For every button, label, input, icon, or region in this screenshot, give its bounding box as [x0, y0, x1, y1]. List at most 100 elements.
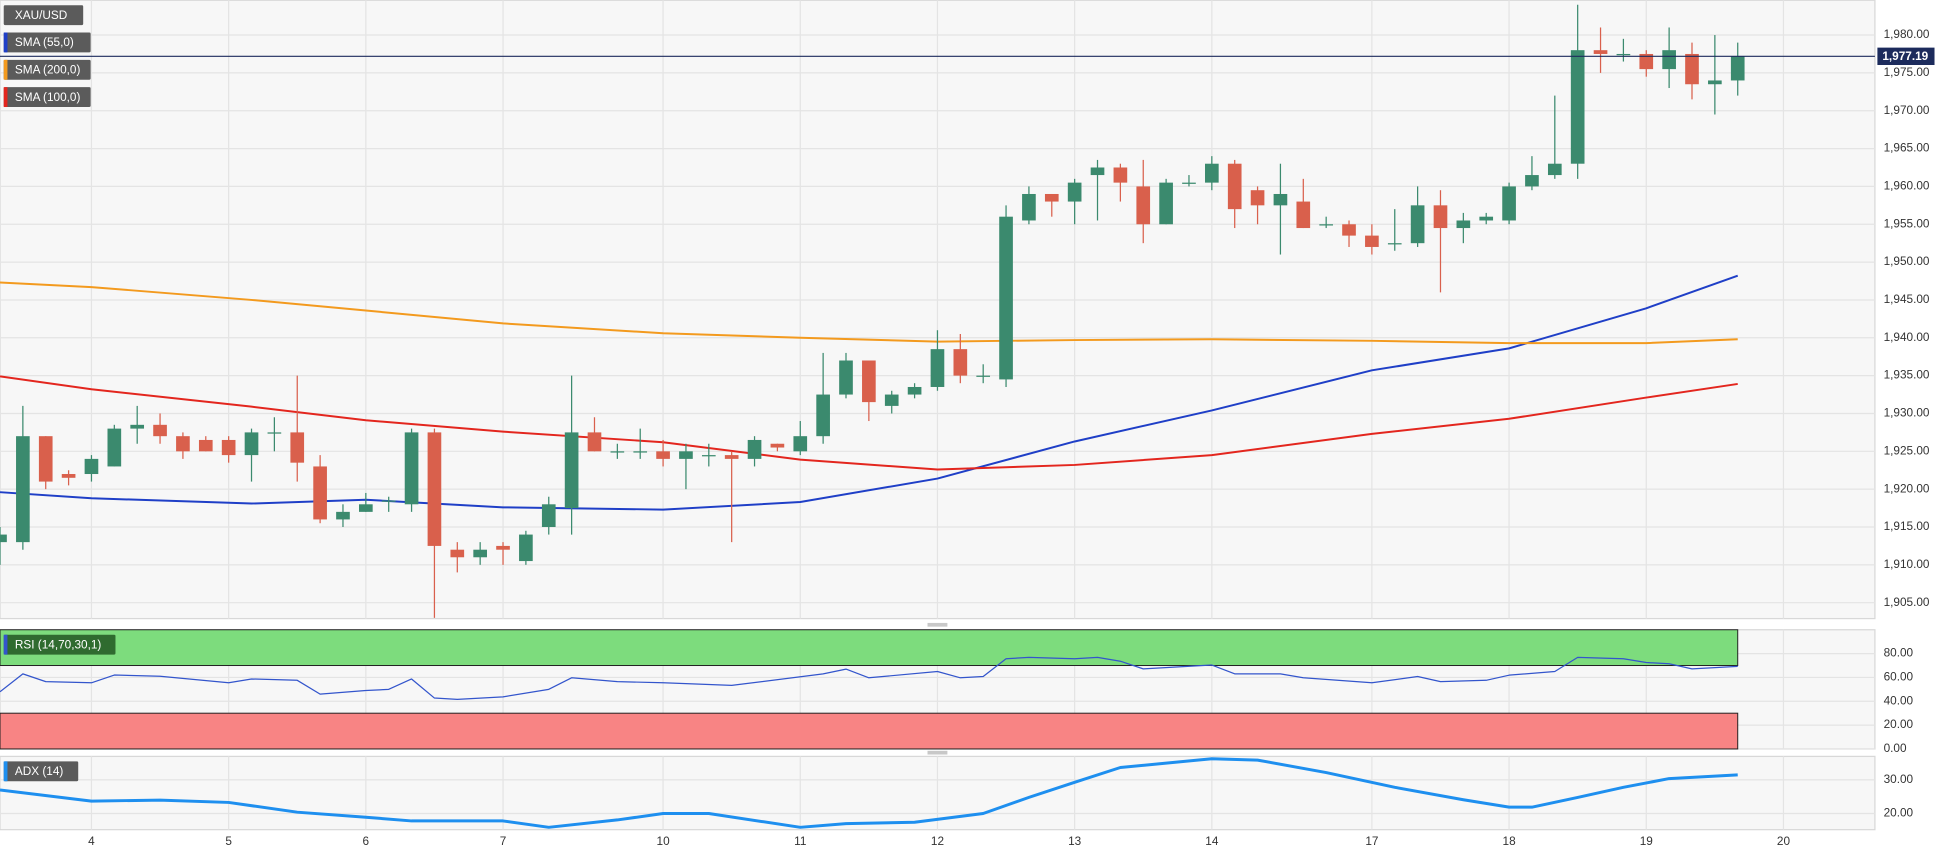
candle-body: [16, 436, 30, 543]
candle-body: [1547, 163, 1562, 176]
candle-body: [473, 549, 487, 558]
y-tick-label: 1,935.00: [1884, 369, 1930, 382]
candle-body: [724, 455, 739, 459]
candle-body: [1090, 167, 1105, 176]
y-tick-label: 1,930.00: [1884, 407, 1930, 420]
candle-body: [747, 439, 762, 459]
y-tick-label: 1,965.00: [1884, 142, 1930, 155]
x-tick-label: 4: [88, 835, 95, 848]
candle-body: [153, 424, 167, 437]
candle-body: [61, 474, 76, 478]
candle-body: [884, 394, 899, 406]
y-tick-label: 1,950.00: [1884, 255, 1930, 268]
candle-body: [1342, 224, 1356, 236]
candle-body: [1639, 53, 1654, 70]
y-tick-label: 1,945.00: [1884, 293, 1930, 306]
x-tick-label: 20: [1777, 835, 1791, 848]
candle-body: [1022, 193, 1036, 221]
legend-label: SMA (100,0): [15, 91, 81, 104]
legend-box: [3, 59, 91, 80]
candle-body: [496, 545, 510, 550]
candle-body: [84, 458, 99, 475]
candle-body: [107, 428, 122, 467]
candle-body: [770, 443, 785, 448]
x-tick-label: 11: [794, 835, 806, 848]
y-tick-label: 80.00: [1884, 647, 1914, 660]
candle-body: [427, 432, 442, 546]
y-tick-label: 1,915.00: [1884, 520, 1930, 533]
legend-swatch: [3, 32, 8, 53]
indicator-line: [0, 656, 1738, 700]
sma-line: [0, 281, 1738, 345]
legend-label: SMA (55,0): [15, 36, 74, 49]
x-tick-label: 18: [1503, 835, 1517, 848]
legend-box: [3, 761, 79, 782]
candle-body: [1159, 182, 1173, 225]
y-tick-label: 60.00: [1884, 671, 1914, 684]
candle-body: [816, 394, 830, 437]
candle-body: [244, 432, 259, 456]
candle-body: [198, 439, 213, 452]
candle-body: [793, 436, 808, 452]
y-tick-label: 40.00: [1884, 694, 1914, 707]
candle-body: [633, 451, 648, 453]
candle-body: [1456, 220, 1471, 229]
candle-body: [176, 436, 190, 452]
legend-swatch: [3, 59, 8, 80]
x-tick-label: 12: [931, 835, 944, 848]
candle-body: [0, 534, 7, 543]
panel-handle[interactable]: [927, 622, 948, 627]
candle-body: [519, 534, 533, 562]
candle-body: [1296, 201, 1311, 229]
y-tick-label: 30.00: [1884, 773, 1914, 786]
candle-body: [1525, 175, 1539, 187]
candle-body: [1570, 50, 1585, 164]
candle-body: [1205, 163, 1219, 183]
candle-body: [541, 504, 556, 527]
candle-body: [1685, 53, 1699, 85]
candle-body: [999, 216, 1013, 380]
candle-body: [1479, 216, 1494, 221]
sma-line: [0, 375, 1738, 471]
last-price-box: [1877, 47, 1935, 66]
rsi-band: [0, 712, 1739, 750]
candle-body: [930, 349, 945, 387]
candle-body: [907, 386, 922, 395]
x-tick-label: 13: [1068, 835, 1082, 848]
candle-body: [1273, 193, 1288, 206]
candle-body: [1182, 182, 1196, 184]
indicator-line: [0, 757, 1738, 829]
candle-body: [359, 504, 373, 512]
candle-body: [1387, 243, 1402, 245]
candle-body: [976, 375, 991, 377]
y-tick-label: 20.00: [1884, 718, 1914, 731]
candle-body: [610, 451, 625, 453]
rsi-band: [0, 629, 1739, 667]
candle-body: [313, 466, 327, 520]
legend-box: [3, 32, 91, 53]
candle-body: [564, 432, 579, 509]
candle-body: [1365, 235, 1379, 247]
candle-body: [1250, 190, 1265, 206]
y-tick-label: 1,975.00: [1884, 66, 1930, 79]
x-tick-label: 7: [500, 835, 507, 848]
candle-body: [267, 432, 282, 434]
sma-line: [0, 274, 1739, 511]
candle-body: [450, 549, 465, 558]
x-tick-label: 10: [657, 835, 671, 848]
candle-body: [1113, 167, 1128, 183]
candle-body: [38, 436, 53, 482]
y-tick-label: 1,960.00: [1884, 180, 1930, 193]
legend-label: SMA (200,0): [15, 63, 81, 76]
candle-body: [1136, 186, 1151, 225]
candle-body: [130, 424, 145, 429]
candle-body: [839, 360, 853, 395]
candle-body: [381, 500, 396, 502]
candle-body: [1708, 80, 1722, 85]
candle-body: [1410, 205, 1425, 244]
legend-label: ADX (14): [15, 765, 64, 778]
panel-handle[interactable]: [927, 750, 948, 755]
y-tick-label: 1,925.00: [1884, 444, 1930, 457]
candle-body: [587, 432, 602, 452]
